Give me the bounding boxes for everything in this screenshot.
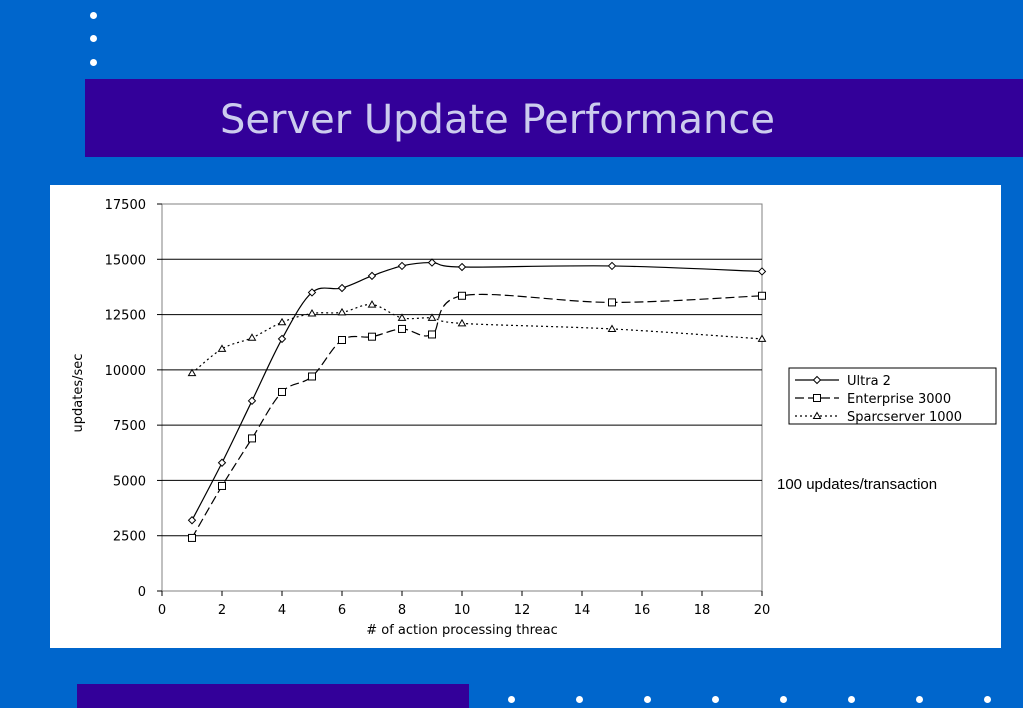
x-axis-label: # of action processing threac — [366, 623, 558, 638]
data-point — [758, 291, 766, 300]
data-point — [428, 330, 436, 339]
y-tick-label: 15000 — [105, 253, 146, 268]
data-point — [307, 308, 317, 317]
data-point — [278, 387, 286, 396]
bullet-dot-icon — [90, 35, 97, 42]
legend-marker — [812, 375, 822, 385]
y-tick-label: 5000 — [113, 474, 146, 489]
y-axis-label: updates/sec — [71, 354, 86, 433]
data-point — [217, 458, 227, 467]
y-tick-label: 0 — [138, 585, 146, 600]
data-point — [458, 291, 466, 300]
bullet-dot-icon — [576, 696, 583, 703]
x-tick-label: 8 — [398, 603, 406, 618]
x-tick-label: 14 — [574, 603, 591, 618]
data-point — [757, 267, 767, 276]
bottom-bar — [77, 684, 469, 708]
x-tick-label: 0 — [158, 603, 166, 618]
legend-marker — [812, 411, 822, 419]
data-point — [247, 333, 257, 341]
title-bar — [85, 79, 1023, 157]
data-point — [337, 307, 347, 316]
data-point — [457, 262, 467, 272]
data-point — [427, 258, 437, 267]
data-point — [757, 334, 767, 342]
legend-label: Enterprise 3000 — [847, 392, 951, 407]
data-point — [608, 298, 616, 307]
data-point — [308, 372, 316, 381]
y-tick-label: 7500 — [113, 419, 146, 434]
series-line — [191, 293, 763, 539]
data-point — [338, 336, 346, 345]
y-tick-label: 17500 — [105, 198, 146, 213]
data-point — [187, 368, 197, 377]
bullet-dot-icon — [508, 696, 515, 703]
data-point — [368, 332, 376, 341]
legend-box — [788, 367, 997, 425]
y-tick-label: 12500 — [105, 309, 146, 324]
data-point — [607, 261, 617, 271]
chart-note: 100 updates/transaction — [777, 476, 938, 493]
y-tick-label: 2500 — [113, 530, 146, 545]
bullet-dot-icon — [848, 696, 855, 703]
bullet-dot-icon — [644, 696, 651, 703]
bullet-dot-icon — [712, 696, 719, 703]
data-point — [367, 300, 377, 308]
x-tick-label: 20 — [754, 603, 771, 618]
legend-label: Sparcserver 1000 — [847, 410, 962, 425]
y-tick-label: 10000 — [105, 364, 146, 379]
data-point — [188, 533, 196, 542]
data-point — [397, 313, 407, 321]
bullet-dot-icon — [90, 59, 97, 66]
x-tick-label: 10 — [454, 603, 471, 618]
x-tick-label: 18 — [694, 603, 711, 618]
data-point — [277, 334, 287, 344]
data-point — [277, 317, 287, 326]
data-point — [307, 288, 317, 297]
legend-marker — [813, 394, 821, 402]
data-point — [398, 324, 406, 333]
slide-title: Server Update Performance — [220, 97, 775, 143]
x-tick-label: 6 — [338, 603, 346, 618]
data-point — [218, 481, 226, 490]
legend-label: Ultra 2 — [847, 374, 891, 389]
data-point — [337, 283, 347, 293]
bullet-dot-icon — [780, 696, 787, 703]
data-point — [217, 344, 227, 352]
x-tick-label: 2 — [218, 603, 226, 618]
data-point — [427, 313, 437, 321]
bullet-dot-icon — [916, 696, 923, 703]
data-point — [367, 271, 377, 281]
data-point — [397, 261, 407, 271]
data-point — [187, 516, 197, 525]
data-point — [607, 324, 617, 332]
data-point — [247, 396, 257, 406]
x-tick-label: 12 — [514, 603, 531, 618]
bullet-dot-icon — [984, 696, 991, 703]
x-tick-label: 4 — [278, 603, 286, 618]
bullet-dot-icon — [90, 12, 97, 19]
data-point — [457, 318, 467, 327]
x-tick-label: 16 — [634, 603, 651, 618]
data-point — [248, 434, 256, 443]
